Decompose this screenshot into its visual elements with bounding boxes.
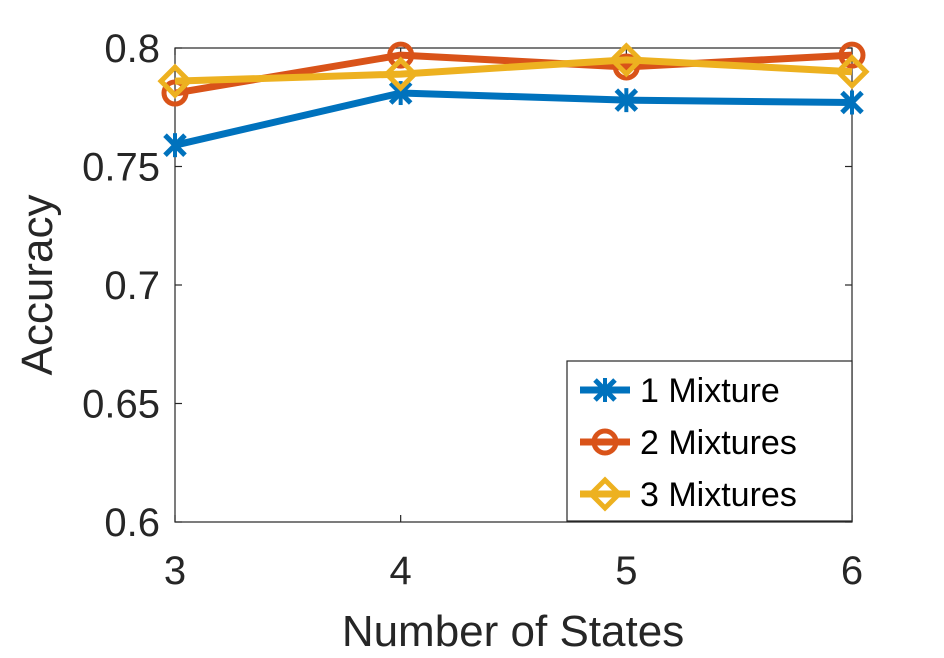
series-3 — [157, 42, 870, 99]
data-point — [161, 79, 189, 107]
y-tick-label: 0.7 — [104, 264, 160, 308]
data-point — [840, 90, 864, 115]
circle-marker — [838, 41, 866, 69]
x-tick-label: 3 — [164, 549, 186, 593]
x-marker — [593, 378, 617, 402]
data-point — [387, 41, 415, 69]
series-2 — [161, 41, 866, 107]
circle-marker — [387, 41, 415, 69]
circle-marker — [612, 53, 640, 81]
data-point — [834, 54, 870, 90]
circle-marker — [161, 79, 189, 107]
data-point — [612, 53, 640, 81]
data-point — [614, 88, 639, 113]
legend: 1 Mixture 2 Mixtures 3 Mixtures — [566, 360, 853, 522]
legend-label: 2 Mixtures — [640, 424, 797, 462]
series-layer — [157, 41, 870, 158]
legend-label: 3 Mixtures — [640, 476, 797, 514]
diamond-marker — [608, 42, 644, 78]
y-tick-label: 0.8 — [104, 27, 160, 71]
legend-label: 1 Mixture — [640, 372, 780, 410]
legend-item-3: 3 Mixtures — [580, 476, 797, 514]
y-tick-label: 0.75 — [82, 146, 160, 190]
x-tick-label: 6 — [841, 549, 863, 593]
x-tick-labels: 3 4 5 6 — [164, 549, 863, 593]
y-tick-label: 0.6 — [104, 501, 160, 545]
x-tick-label: 4 — [390, 549, 412, 593]
x-axis-label: Number of States — [342, 607, 684, 656]
legend-item-1: 1 Mixture — [580, 372, 780, 410]
y-axis-label: Accuracy — [13, 195, 62, 376]
data-point — [383, 56, 419, 92]
y-tick-label: 0.65 — [82, 383, 160, 427]
x-marker — [614, 88, 639, 113]
legend-item-2: 2 Mixtures — [580, 424, 797, 462]
x-tick-label: 5 — [615, 549, 637, 593]
diamond-marker — [383, 56, 419, 92]
series-1 — [163, 81, 864, 158]
series-line — [174, 56, 853, 85]
x-marker — [840, 90, 864, 115]
data-point — [163, 133, 187, 158]
circle-marker — [591, 428, 619, 456]
series-line — [174, 51, 853, 97]
diamond-marker — [834, 54, 870, 90]
data-point — [838, 41, 866, 69]
data-point — [157, 63, 193, 99]
y-tick-labels: 0.6 0.65 0.7 0.75 0.8 — [82, 27, 160, 545]
diamond-marker — [587, 476, 623, 512]
data-point — [608, 42, 644, 78]
x-marker — [163, 133, 187, 158]
series-line — [174, 89, 853, 149]
diamond-marker — [157, 63, 193, 99]
